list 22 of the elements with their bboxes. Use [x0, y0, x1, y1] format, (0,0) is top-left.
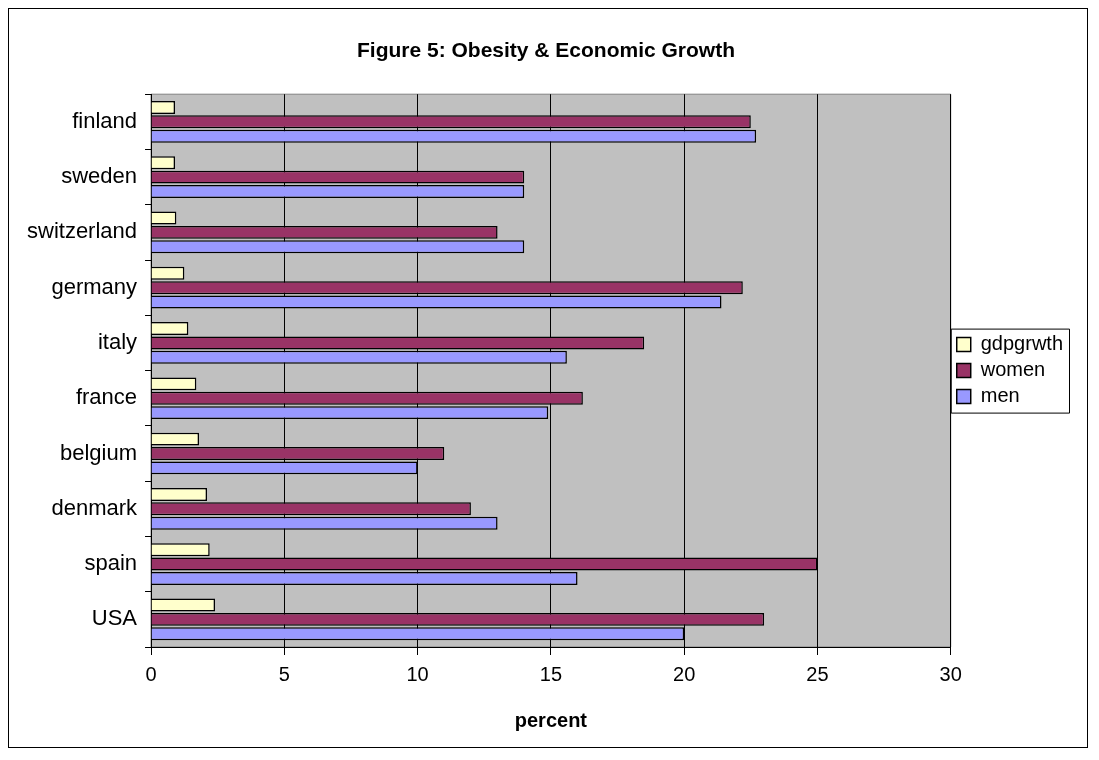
chart-title: Figure 5: Obesity & Economic Growth	[356, 38, 736, 62]
legend-label: gdpgrwth	[980, 332, 1064, 355]
x-tick-label: 5	[278, 662, 290, 685]
y-tick-label: france	[75, 384, 138, 410]
y-tick-label: finland	[72, 107, 138, 133]
y-tick-label: sweden	[61, 163, 138, 189]
x-axis-title: percent	[514, 708, 588, 731]
y-tick-label: USA	[91, 605, 138, 631]
x-tick-label: 30	[939, 662, 962, 685]
legend-label: men	[980, 384, 1020, 407]
x-tick-label: 20	[673, 662, 696, 685]
x-tick-label: 15	[539, 662, 563, 685]
y-tick-label: belgium	[60, 439, 138, 465]
y-tick-label: germany	[51, 273, 138, 299]
y-tick-label: spain	[84, 550, 138, 576]
y-tick-label: switzerland	[27, 218, 138, 244]
x-tick-label: 25	[806, 662, 829, 685]
y-tick-label: denmark	[51, 494, 139, 520]
x-tick-label: 0	[145, 662, 157, 685]
y-tick-label: italy	[97, 329, 138, 355]
legend-label: women	[979, 358, 1046, 381]
x-tick-label: 10	[406, 662, 429, 685]
